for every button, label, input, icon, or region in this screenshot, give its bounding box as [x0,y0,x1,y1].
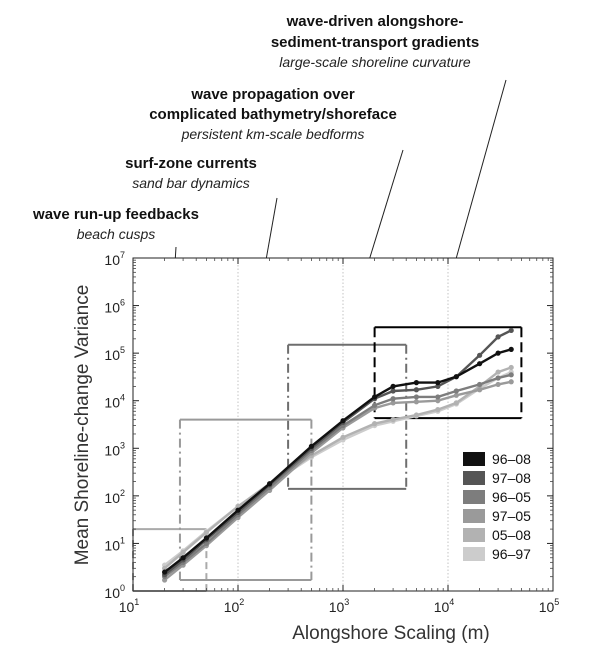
annotation-subtitle: large-scale shoreline curvature [279,54,471,70]
data-point [413,399,419,405]
annotation-subtitle: beach cusps [77,226,156,242]
annotation-subtitle: sand bar dynamics [132,175,250,191]
data-point [340,418,346,424]
annotation-title: sediment-transport gradients [271,34,479,51]
data-point [495,369,501,375]
data-point [413,387,419,393]
data-point [477,352,483,358]
data-point [390,417,396,423]
data-point [372,394,378,400]
data-point [495,350,501,356]
y-tick-label: 105 [104,345,125,363]
data-point [435,407,441,413]
data-point [495,334,501,340]
y-tick-label: 104 [104,393,125,411]
data-point [495,381,501,388]
legend-swatch [463,452,485,466]
x-tick-label: 103 [329,597,350,615]
data-point [508,372,514,378]
data-point [372,402,378,408]
legend-swatch [463,471,485,485]
data-point [477,361,483,367]
data-point [413,412,419,418]
annotation-title: complicated bathymetry/shoreface [149,106,397,123]
data-point [453,374,459,380]
data-point [495,375,501,381]
y-tick-label: 102 [104,488,125,506]
legend-swatch [463,509,485,523]
data-point [390,388,396,394]
data-point [203,535,209,541]
plot-area [132,258,553,592]
data-point [413,394,419,400]
y-tick-label: 100 [104,583,125,601]
data-point [235,507,241,513]
annotation-subtitle: persistent km-scale bedforms [181,126,365,142]
legend-swatch [463,547,485,561]
data-point [390,400,396,406]
legend-swatch [463,490,485,504]
data-point [453,392,459,398]
y-tick-label: 101 [104,535,125,553]
data-point [340,434,346,440]
legend-label: 96–05 [492,489,531,505]
x-tick-label: 104 [434,597,455,615]
data-point [413,380,419,386]
annotation-title: wave run-up feedbacks [32,206,199,223]
data-point [180,555,186,561]
annotation-title: wave-driven alongshore- [286,13,464,30]
legend: 96–08 97–08 96–05 97–05 05–08 96–97 [463,451,531,562]
data-point [435,380,441,386]
legend-label: 05–08 [492,527,531,543]
data-point [390,396,396,402]
data-point [372,421,378,427]
data-point [203,529,209,536]
data-point [267,481,273,487]
data-point [477,387,483,393]
data-point [180,549,186,555]
legend-swatch [463,528,485,542]
annotation-layer: wave-driven alongshore- sediment-transpo… [32,13,507,528]
x-tick-label: 102 [224,597,245,615]
x-axis-label: Alongshore Scaling (m) [292,623,489,644]
data-point [162,569,168,575]
data-point [435,398,441,404]
legend-label: 97–05 [492,508,531,524]
legend-label: 96–08 [492,451,531,467]
annotation-title: surf-zone currents [125,155,257,172]
legend-label: 97–08 [492,470,531,486]
data-point [308,443,314,449]
y-tick-label: 103 [104,440,125,458]
data-point [453,388,459,394]
data-point [390,383,396,389]
data-point [508,327,514,334]
data-point [453,400,459,406]
data-point [508,364,514,371]
y-tick-label: 106 [104,298,125,316]
y-axis-label: Mean Shoreline-change Variance [72,285,93,566]
annotation-title: wave propagation over [190,86,355,103]
legend-label: 96–97 [492,546,531,562]
x-tick-label: 101 [119,597,140,615]
data-point [477,381,483,388]
data-point [435,394,441,400]
data-point [508,379,514,385]
data-point [508,346,514,352]
y-tick-label: 107 [104,250,125,268]
data-point [435,383,441,389]
x-tick-label: 105 [539,597,560,615]
